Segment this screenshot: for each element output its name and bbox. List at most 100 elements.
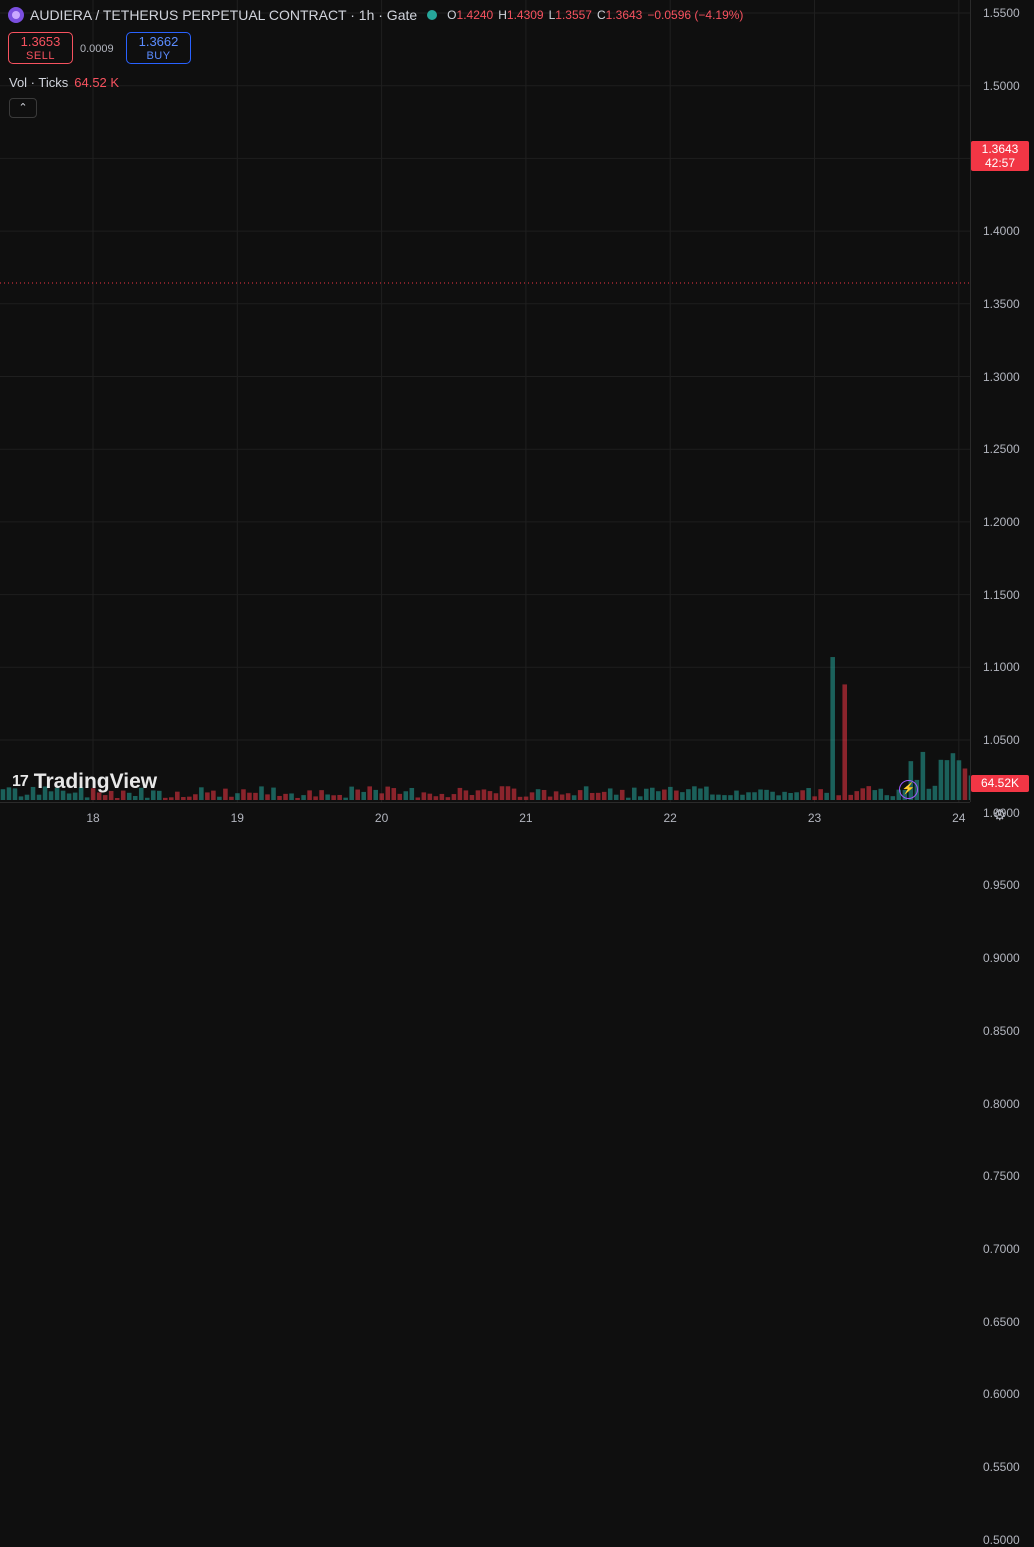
volume-indicator-label: Vol · Ticks — [9, 75, 69, 90]
volume-bar — [253, 792, 258, 800]
ohlc-open-key: O — [447, 8, 457, 22]
volume-bar — [734, 790, 739, 800]
volume-bar — [126, 792, 132, 800]
volume-bar — [385, 786, 391, 800]
volume-bar — [0, 789, 6, 800]
volume-bar — [439, 793, 445, 800]
time-axis[interactable]: 18 19 20 21 22 23 24 — [0, 802, 970, 831]
chevron-up-icon[interactable]: ⌃ — [9, 98, 37, 118]
symbol-title[interactable]: AUDIERA / TETHERUS PERPETUAL CONTRACT · … — [30, 7, 418, 23]
volume-bar — [289, 793, 294, 800]
volume-bar — [211, 790, 216, 800]
volume-bar — [662, 789, 667, 800]
volume-bar — [451, 794, 457, 800]
ohlc-low-key: L — [548, 8, 556, 22]
volume-bar — [379, 793, 385, 800]
volume-bar — [631, 787, 637, 800]
volume-bar — [144, 797, 150, 800]
volume-bar — [818, 789, 823, 800]
volume-bar — [205, 792, 210, 800]
volume-bar — [613, 794, 619, 800]
volume-bar — [668, 786, 673, 800]
volume-bar — [571, 795, 577, 800]
price-axis-label: 1.5500 — [983, 6, 1020, 20]
volume-bar — [752, 792, 757, 800]
volume-indicator-value: 64.52 K — [74, 75, 120, 90]
volume-bar — [565, 793, 571, 800]
volume-bar — [692, 786, 697, 800]
volume-bar — [90, 788, 96, 800]
volume-bar — [704, 786, 709, 800]
volume-indicator-legend[interactable]: Vol · Ticks 64.52 K — [9, 75, 119, 90]
volume-tag: 64.52K — [971, 775, 1029, 792]
volume-bar — [421, 792, 427, 800]
buy-button[interactable]: 1.3662 BUY — [126, 32, 191, 64]
volume-bar — [295, 797, 300, 800]
volume-bar — [764, 789, 769, 800]
time-axis-label: 22 — [663, 811, 677, 825]
volume-bar — [199, 787, 204, 800]
volume-bar — [469, 795, 475, 800]
flash-icon[interactable]: ⚡ — [899, 780, 918, 799]
volume-bar — [217, 796, 222, 800]
volume-bar — [415, 797, 421, 800]
volume-bar — [770, 791, 775, 800]
price-axis-label: 0.5000 — [983, 1532, 1020, 1547]
volume-bar — [529, 792, 535, 800]
volume-bar — [156, 790, 162, 800]
volume-bar — [78, 787, 84, 800]
volume-bar — [247, 792, 252, 800]
volume-bar — [391, 788, 397, 800]
volume-bar — [24, 794, 30, 800]
volume-bar — [938, 759, 944, 800]
volume-bar — [944, 760, 950, 800]
volume-bar — [301, 795, 306, 800]
volume-bar — [102, 795, 108, 800]
price-axis-label: 1.1000 — [983, 660, 1020, 675]
spread-value: 0.0009 — [80, 43, 114, 55]
volume-bar — [926, 788, 932, 800]
volume-bar — [283, 793, 288, 800]
volume-bar — [782, 791, 787, 800]
volume-bar — [559, 794, 565, 800]
volume-bar — [30, 786, 36, 800]
tradingview-logo[interactable]: 17 TradingView — [12, 770, 157, 794]
volume-bar — [535, 789, 541, 800]
volume-bar — [758, 789, 763, 800]
volume-bar — [223, 788, 228, 800]
volume-bar — [830, 657, 835, 800]
volume-bar — [836, 795, 841, 800]
volume-bar — [848, 794, 854, 800]
price-axis-label: 0.7000 — [983, 1241, 1020, 1256]
market-status-icon[interactable] — [427, 10, 438, 20]
symbol-logo-icon — [8, 7, 24, 23]
volume-bar — [698, 788, 703, 800]
bar-countdown: 42:57 — [984, 156, 1016, 170]
volume-bar — [547, 796, 553, 800]
price-axis-label: 1.4000 — [983, 224, 1020, 239]
time-axis-label: 20 — [374, 811, 389, 825]
time-axis-label: 21 — [519, 811, 533, 825]
gear-icon[interactable]: ⚙ — [993, 807, 1007, 824]
volume-bar — [265, 794, 270, 800]
volume-bar — [812, 796, 817, 800]
volume-bar — [349, 786, 354, 800]
volume-bar — [577, 790, 583, 800]
price-axis-label: 0.8000 — [983, 1096, 1020, 1111]
price-axis-label: 1.2500 — [983, 442, 1020, 457]
volume-bar — [193, 794, 198, 800]
symbol-header: AUDIERA / TETHERUS PERPETUAL CONTRACT · … — [8, 7, 743, 23]
volume-bar — [108, 790, 114, 800]
volume-bar — [187, 796, 192, 800]
sell-label: SELL — [26, 50, 55, 62]
sell-button[interactable]: 1.3653 SELL — [8, 32, 73, 64]
volume-bar — [229, 796, 234, 800]
volume-bar — [860, 788, 866, 800]
price-axis-label: 0.6000 — [983, 1387, 1020, 1402]
volume-bar — [481, 789, 487, 800]
volume-bar — [150, 790, 156, 800]
price-axis[interactable]: 1.55001.50001.45001.40001.35001.30001.25… — [970, 0, 1034, 1547]
last-price-value: 1.3643 — [981, 142, 1019, 156]
